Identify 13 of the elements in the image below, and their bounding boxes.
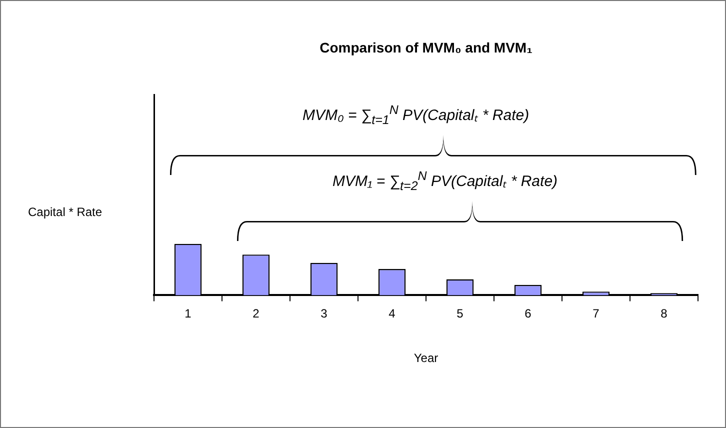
x-tick-label: 4 <box>388 306 396 321</box>
x-tick-label: 5 <box>456 306 464 321</box>
text: MVM₀ = ∑$_{t=1}$$^{N}$ PV(Capitalₜ * Rate) <box>302 103 530 128</box>
x-tick-label: 1 <box>184 306 192 321</box>
x-axis-title: Year <box>414 351 438 366</box>
text: MVM₁ = ∑$_{t=2}$$^{N}$ PV(Capitalₜ * Rate) <box>332 169 558 194</box>
x-tick-label: 7 <box>592 306 600 321</box>
y-axis-title: Capital * Rate <box>28 205 102 219</box>
chart-title: Comparison of MVM₀ and MVM₁ <box>320 39 533 56</box>
x-tick-label: 6 <box>524 306 532 321</box>
x-tick-label: 3 <box>320 306 328 321</box>
x-tick-label: 8 <box>660 306 668 321</box>
x-tick-label: 2 <box>252 306 260 321</box>
